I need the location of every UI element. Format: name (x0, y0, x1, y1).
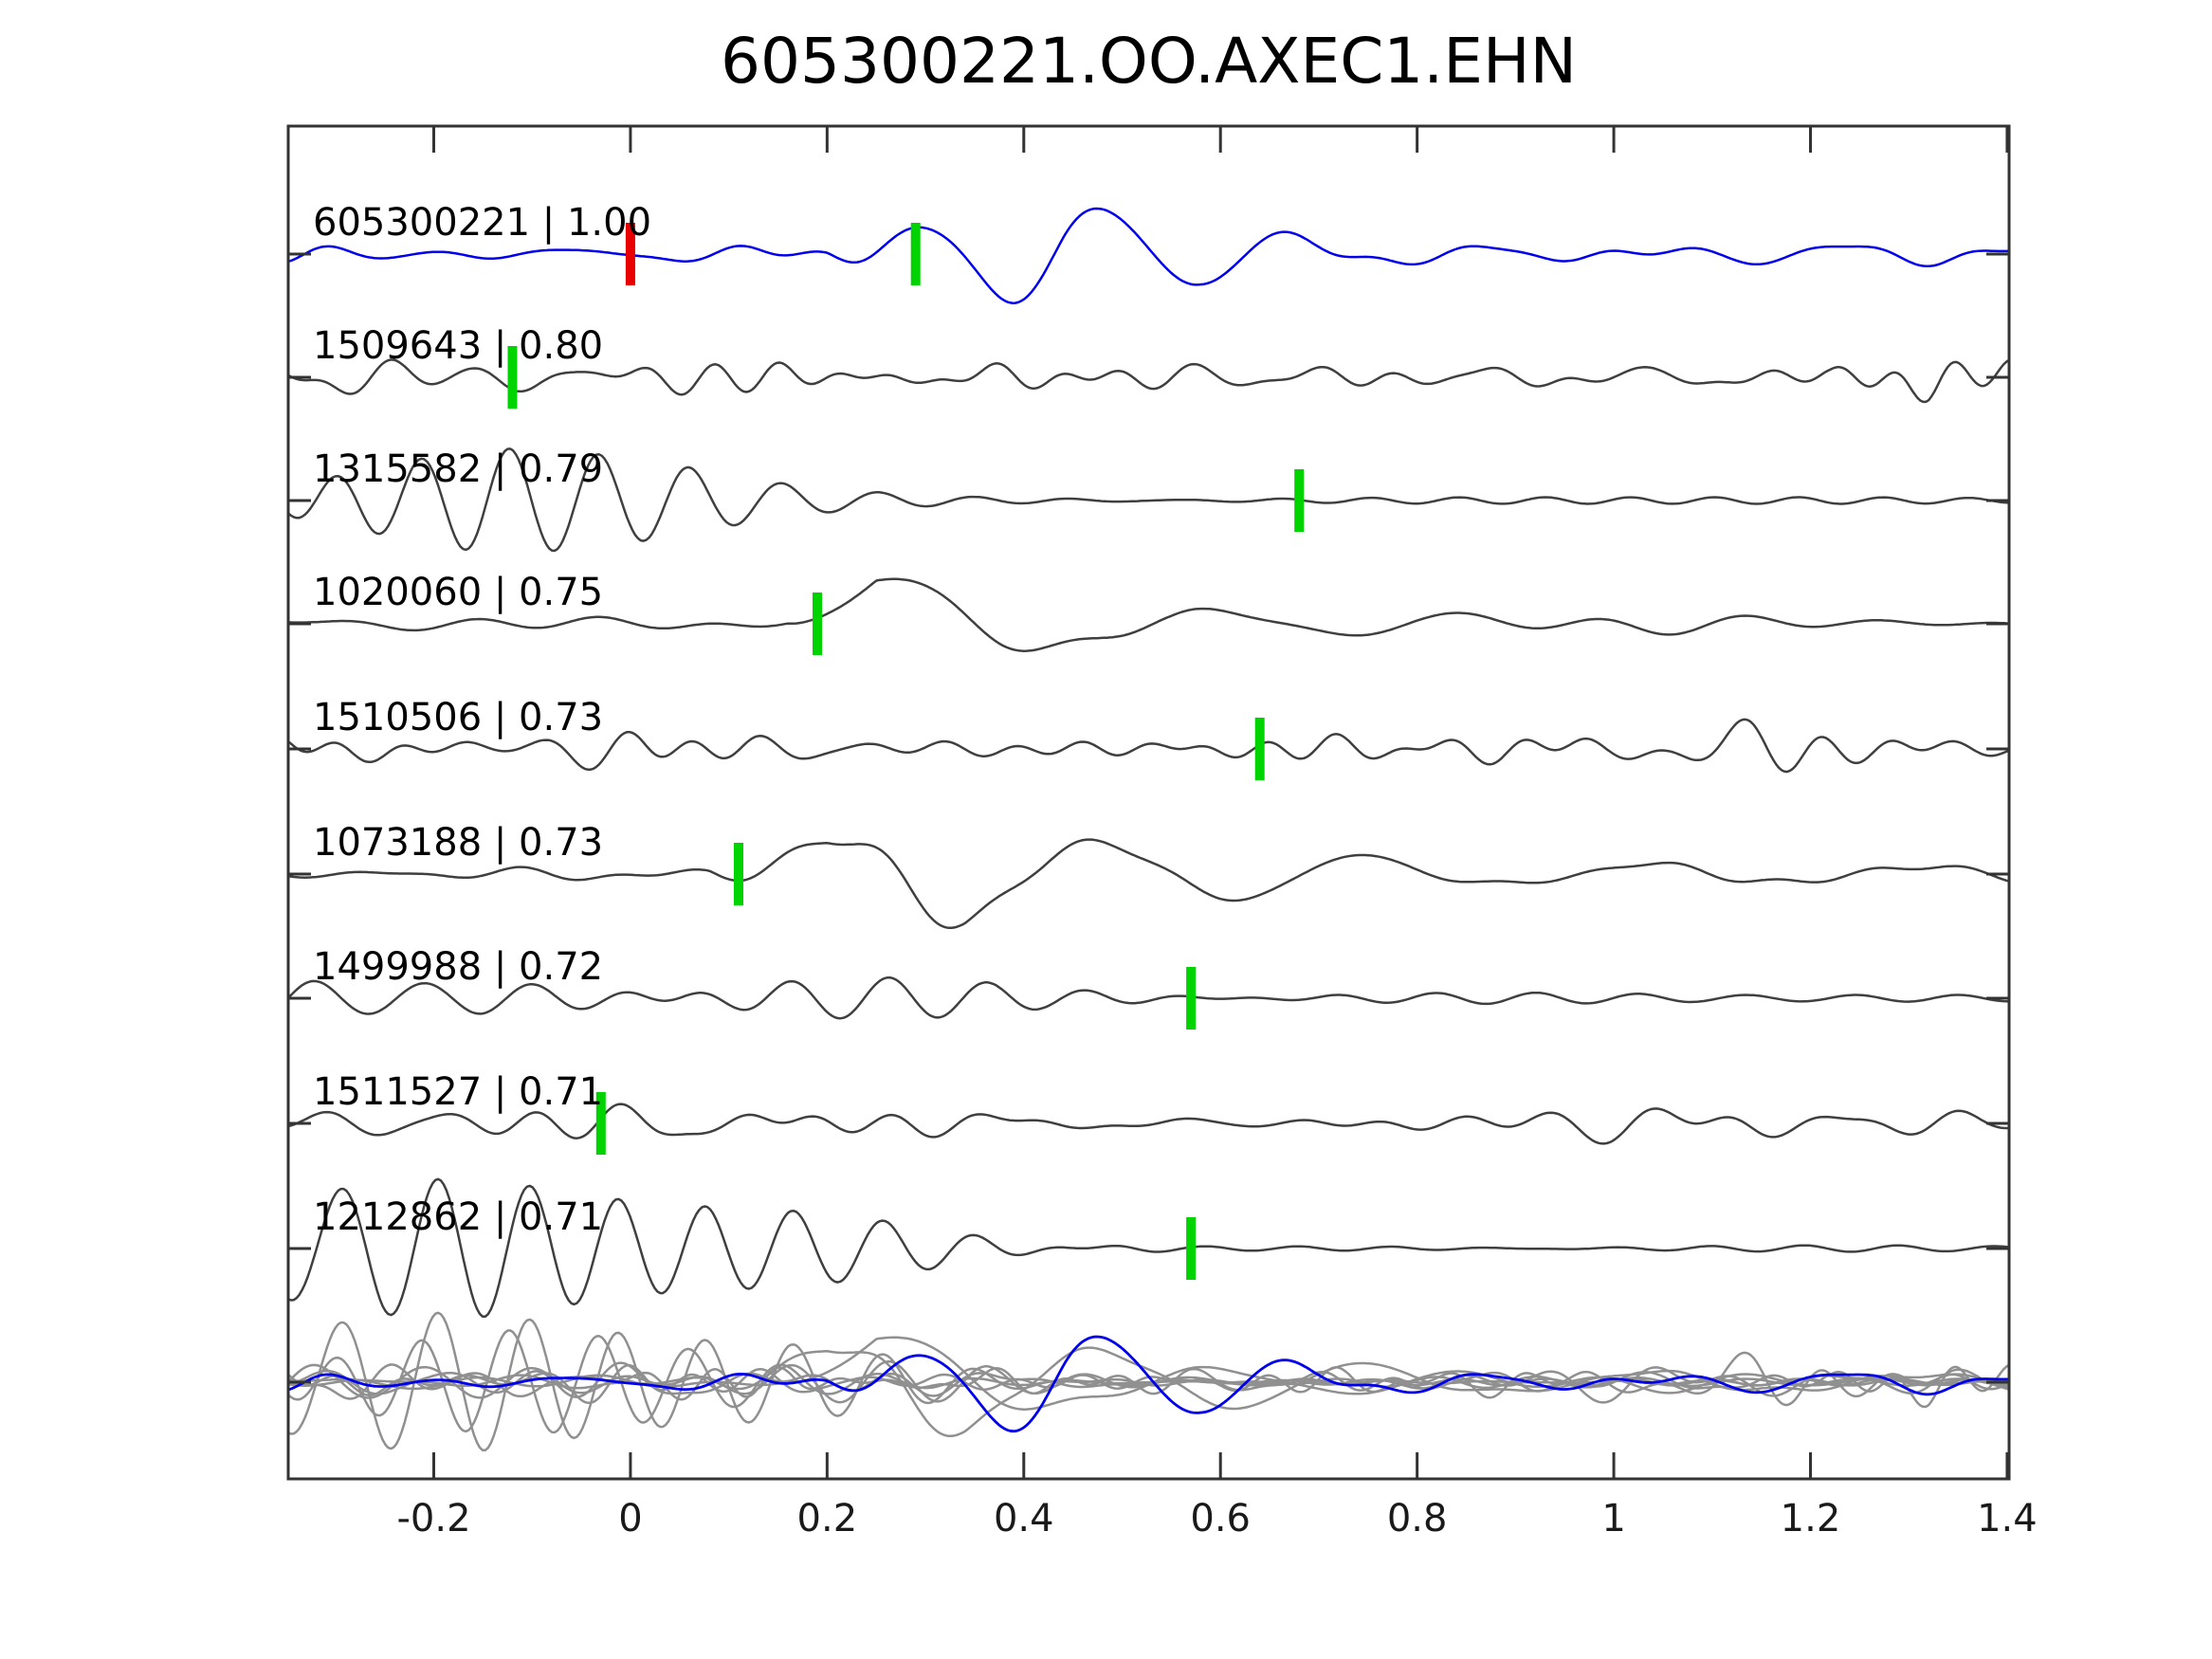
trace-label: 1212862 | 0.71 (313, 1195, 603, 1239)
x-tick-label: 0.8 (1387, 1497, 1448, 1540)
pick-marker-green (812, 592, 822, 655)
trace-label: 1511527 | 0.71 (313, 1070, 603, 1114)
plot-box (286, 124, 2011, 1481)
x-tick-label: 0.6 (1190, 1497, 1251, 1540)
template-trace (288, 207, 2009, 304)
pick-marker-green (1186, 967, 1197, 1030)
chart-title: 605300221.OO.AXEC1.EHN (721, 25, 1577, 98)
trace-label: 1020060 | 0.75 (313, 571, 603, 614)
trace-label: 1510506 | 0.73 (313, 696, 603, 739)
trace-label: 1499988 | 0.72 (313, 945, 603, 989)
match-trace (288, 1103, 2009, 1145)
match-trace (288, 975, 2009, 1020)
x-tick-label: 1.4 (1977, 1497, 2038, 1540)
match-trace (288, 1177, 2009, 1319)
pick-marker-green (1186, 1217, 1197, 1280)
trace-label: 1073188 | 0.73 (313, 821, 603, 865)
x-tick-label: 0.4 (994, 1497, 1054, 1540)
pick-marker-green (1294, 469, 1305, 532)
x-tick-label: -0.2 (396, 1497, 470, 1540)
pick-marker-green (1254, 718, 1265, 780)
pick-marker-red (625, 223, 635, 285)
x-tick-label: 1.2 (1781, 1497, 1841, 1540)
match-trace (288, 358, 2009, 404)
overlay-template-trace (288, 1335, 2009, 1433)
pick-marker-green (595, 1092, 606, 1155)
match-trace (288, 838, 2009, 930)
trace-label: 1509643 | 0.80 (313, 324, 603, 368)
trace-label: 1315582 | 0.79 (313, 447, 603, 491)
match-trace (288, 718, 2009, 774)
match-trace (288, 447, 2009, 553)
pick-marker-green (734, 843, 744, 905)
match-trace (288, 577, 2009, 652)
trace-label: 605300221 | 1.00 (313, 201, 651, 245)
x-tick-label: 0.2 (797, 1497, 858, 1540)
pick-marker-green (507, 346, 518, 409)
x-tick-label: 0 (618, 1497, 642, 1540)
x-tick-label: 1 (1601, 1497, 1625, 1540)
overlay-gray-trace (288, 1329, 2009, 1434)
pick-marker-green (910, 223, 921, 285)
